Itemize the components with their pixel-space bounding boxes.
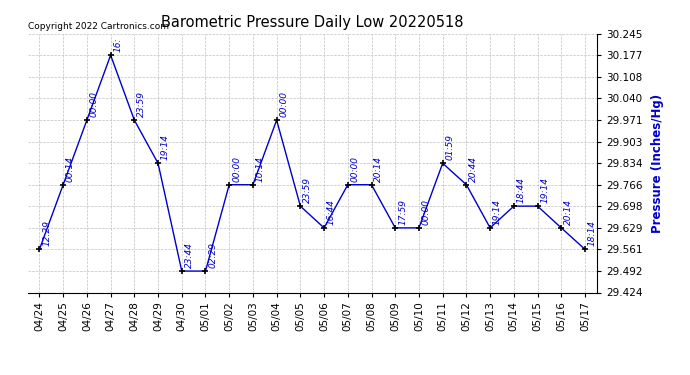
Text: 12:29: 12:29 xyxy=(42,220,51,246)
Text: 16:44: 16:44 xyxy=(327,199,336,225)
Y-axis label: Pressure (Inches/Hg): Pressure (Inches/Hg) xyxy=(651,94,664,232)
Text: 19:14: 19:14 xyxy=(540,177,549,203)
Text: 01:59: 01:59 xyxy=(446,134,455,160)
Text: 20:44: 20:44 xyxy=(469,156,478,182)
Text: 00:00: 00:00 xyxy=(422,199,431,225)
Text: 00:14: 00:14 xyxy=(66,156,75,182)
Text: 20:14: 20:14 xyxy=(564,199,573,225)
Text: 20:14: 20:14 xyxy=(375,156,384,182)
Text: Copyright 2022 Cartronics.com: Copyright 2022 Cartronics.com xyxy=(28,22,168,31)
Title: Barometric Pressure Daily Low 20220518: Barometric Pressure Daily Low 20220518 xyxy=(161,15,464,30)
Text: 23:59: 23:59 xyxy=(303,177,312,203)
Text: 00:00: 00:00 xyxy=(90,91,99,117)
Text: 17:59: 17:59 xyxy=(398,199,407,225)
Text: 23:59: 23:59 xyxy=(137,91,146,117)
Text: 19:14: 19:14 xyxy=(161,134,170,160)
Text: 00:00: 00:00 xyxy=(232,156,241,182)
Text: 23:44: 23:44 xyxy=(185,242,194,268)
Text: 18:14: 18:14 xyxy=(588,220,597,246)
Text: 00:00: 00:00 xyxy=(279,91,288,117)
Text: 10:14: 10:14 xyxy=(256,156,265,182)
Text: 16:: 16: xyxy=(113,38,122,52)
Text: 19:14: 19:14 xyxy=(493,199,502,225)
Text: 18:44: 18:44 xyxy=(517,177,526,203)
Text: 00:00: 00:00 xyxy=(351,156,359,182)
Text: 02:29: 02:29 xyxy=(208,242,217,268)
